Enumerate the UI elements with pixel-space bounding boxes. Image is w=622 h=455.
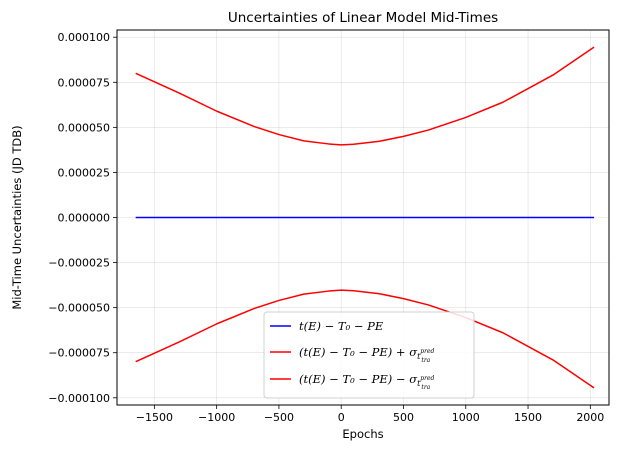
legend: t(E) − T₀ − PE(t(E) − T₀ − PE) + σtpred t… (263, 311, 475, 399)
x-tick-label: −1500 (136, 411, 173, 424)
x-tick-label: 2000 (576, 411, 604, 424)
x-axis: −1500 −1000 −500 0 500 1000 1500 2000 (136, 405, 604, 424)
y-tick-label: 0.000075 (58, 76, 111, 89)
x-tick-label: −500 (264, 411, 294, 424)
y-tick-label: −0.000050 (48, 302, 110, 315)
y-tick-label: 0.000100 (58, 31, 111, 44)
x-tick-label: −1000 (198, 411, 235, 424)
x-axis-label: Epochs (342, 427, 383, 441)
y-axis: −0.000100 −0.000075 −0.000050 −0.000025 0.00… (48, 31, 117, 405)
legend-box (263, 311, 475, 399)
chart-title: Uncertainties of Linear Model Mid-Times (228, 10, 498, 26)
legend-label: t(E) − T₀ − PE (299, 319, 384, 333)
x-tick-label: 1000 (452, 411, 480, 424)
x-tick-label: 500 (393, 411, 414, 424)
y-axis-label: Mid-Time Uncertainties (JD TDB) (10, 125, 24, 309)
y-tick-label: −0.000100 (48, 392, 110, 405)
series-line-1 (135, 46, 595, 146)
y-tick-label: 0.000050 (58, 121, 111, 134)
y-tick-label: −0.000075 (48, 347, 110, 360)
y-tick-label: −0.000025 (48, 257, 110, 270)
series-group (135, 46, 595, 389)
series-line-2 (135, 289, 595, 389)
x-tick-label: 0 (338, 411, 345, 424)
y-tick-label: 0.000025 (58, 166, 111, 179)
x-tick-label: 1500 (514, 411, 542, 424)
y-tick-label: 0.000000 (58, 212, 111, 225)
